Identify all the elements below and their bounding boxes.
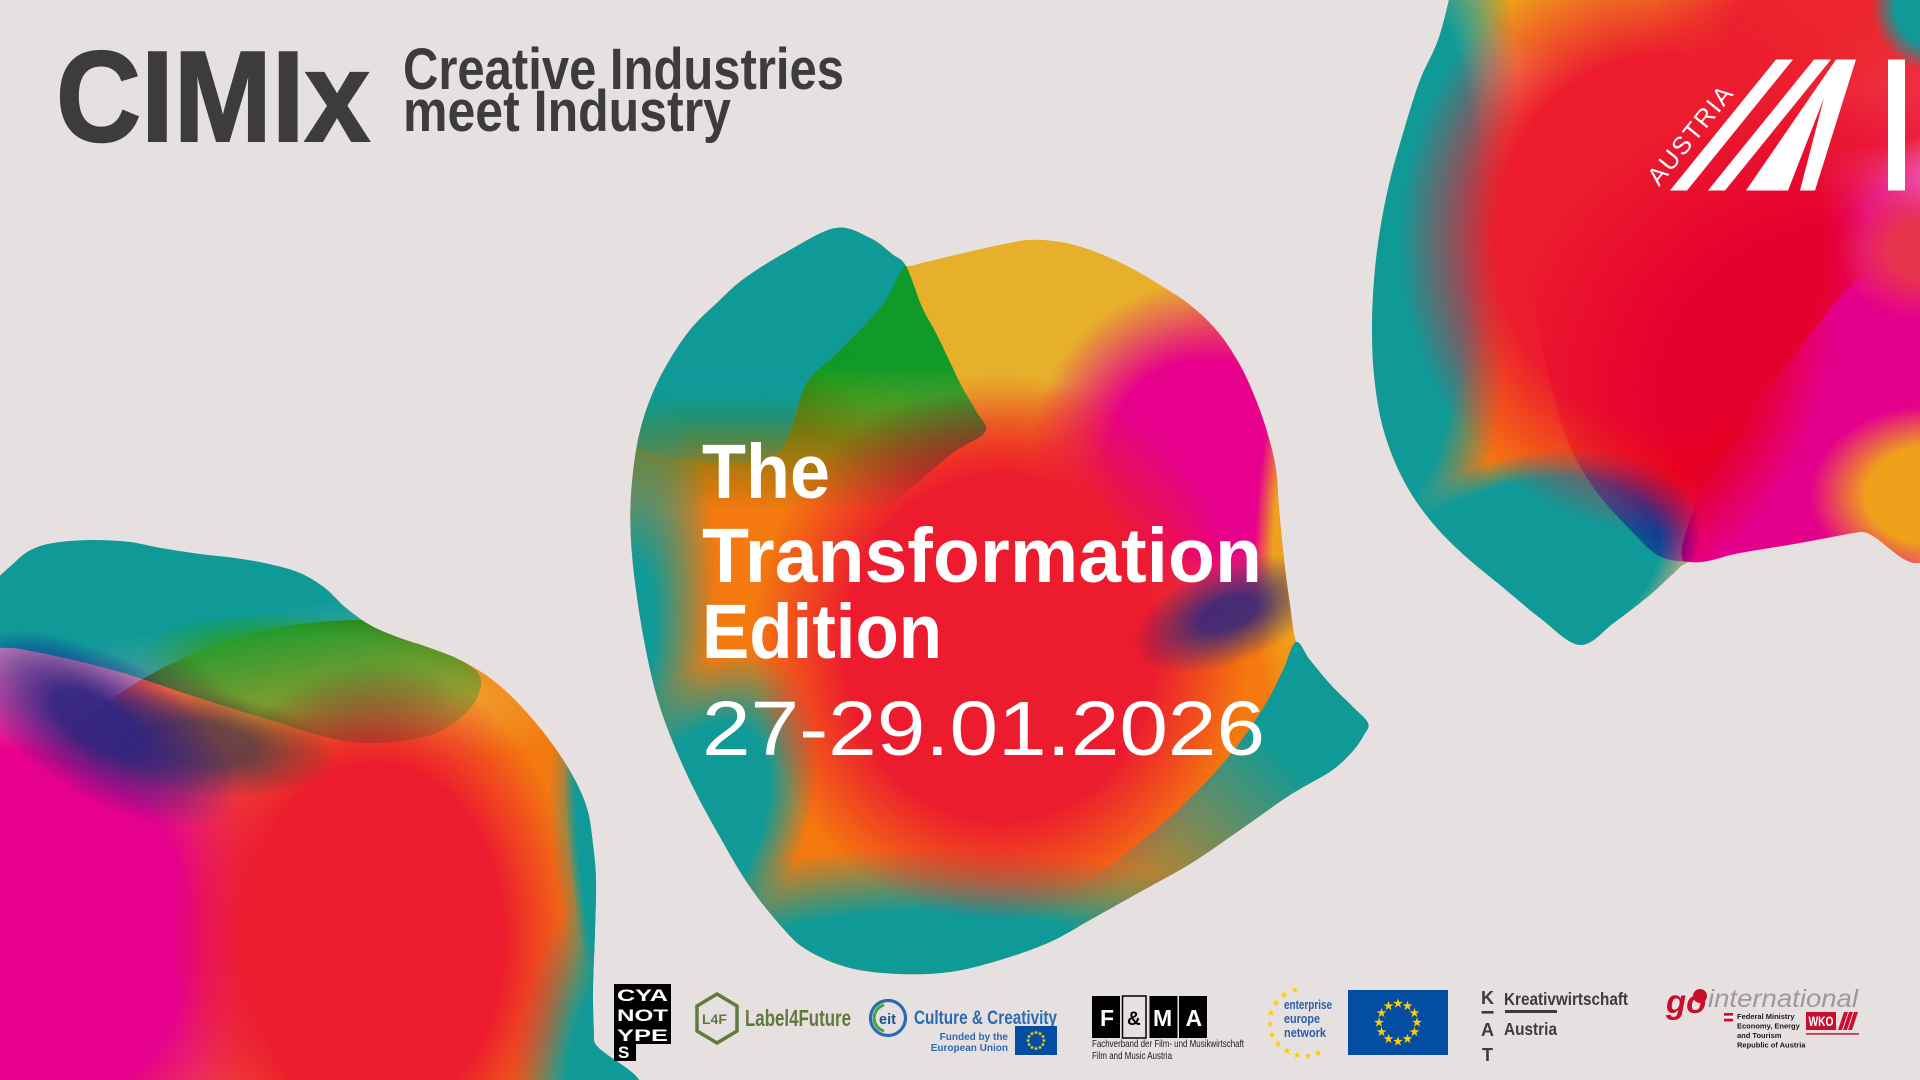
svg-text:CIMIx: CIMIx xyxy=(56,25,370,169)
svg-text:M: M xyxy=(1153,1005,1172,1031)
svg-text:YPE: YPE xyxy=(617,1026,668,1045)
svg-text:Culture & Creativity: Culture & Creativity xyxy=(914,1008,1057,1029)
svg-text:F: F xyxy=(1100,1005,1114,1031)
svg-text:Republic of Austria: Republic of Austria xyxy=(1737,1041,1806,1050)
svg-text:A: A xyxy=(1186,1005,1203,1031)
svg-text:T: T xyxy=(1482,1045,1493,1065)
svg-text:Label4Future: Label4Future xyxy=(745,1005,851,1031)
svg-text:27-29.01.2026: 27-29.01.2026 xyxy=(702,686,1265,772)
svg-text:K: K xyxy=(1481,988,1494,1008)
svg-text:European Union: European Union xyxy=(931,1043,1008,1054)
svg-text:enterprise: enterprise xyxy=(1284,997,1332,1012)
svg-text:eit: eit xyxy=(879,1012,896,1028)
svg-text:Transformation: Transformation xyxy=(702,513,1262,599)
svg-text:Economy, Energy: Economy, Energy xyxy=(1737,1022,1801,1031)
svg-text:Funded by the: Funded by the xyxy=(940,1032,1009,1043)
svg-text:europe: europe xyxy=(1284,1011,1320,1026)
svg-text:L4F: L4F xyxy=(702,1011,727,1027)
svg-text:network: network xyxy=(1284,1025,1327,1040)
svg-text:Fachverband der Film- und Musi: Fachverband der Film- und Musikwirtschaf… xyxy=(1092,1038,1244,1050)
svg-text:Austria: Austria xyxy=(1504,1019,1557,1039)
svg-text:A: A xyxy=(1481,1020,1494,1040)
svg-text:meet Industry: meet Industry xyxy=(403,79,731,144)
svg-text:WKO: WKO xyxy=(1809,1014,1834,1029)
svg-text:and Tourism: and Tourism xyxy=(1737,1031,1782,1040)
svg-text:S: S xyxy=(618,1043,629,1062)
svg-text:Creative Industries: Creative Industries xyxy=(403,37,844,102)
svg-text:Kreativwirtschaft: Kreativwirtschaft xyxy=(1504,989,1628,1009)
svg-text:Federal Ministry: Federal Ministry xyxy=(1737,1012,1795,1021)
svg-text:NOT: NOT xyxy=(617,1006,669,1025)
svg-text:Film and Music Austria: Film and Music Austria xyxy=(1092,1050,1172,1062)
svg-text:The: The xyxy=(702,429,830,515)
svg-text:international: international xyxy=(1708,985,1860,1013)
svg-text:&: & xyxy=(1127,1009,1141,1030)
svg-text:Edition: Edition xyxy=(702,589,942,675)
svg-text:CYA: CYA xyxy=(617,986,668,1005)
